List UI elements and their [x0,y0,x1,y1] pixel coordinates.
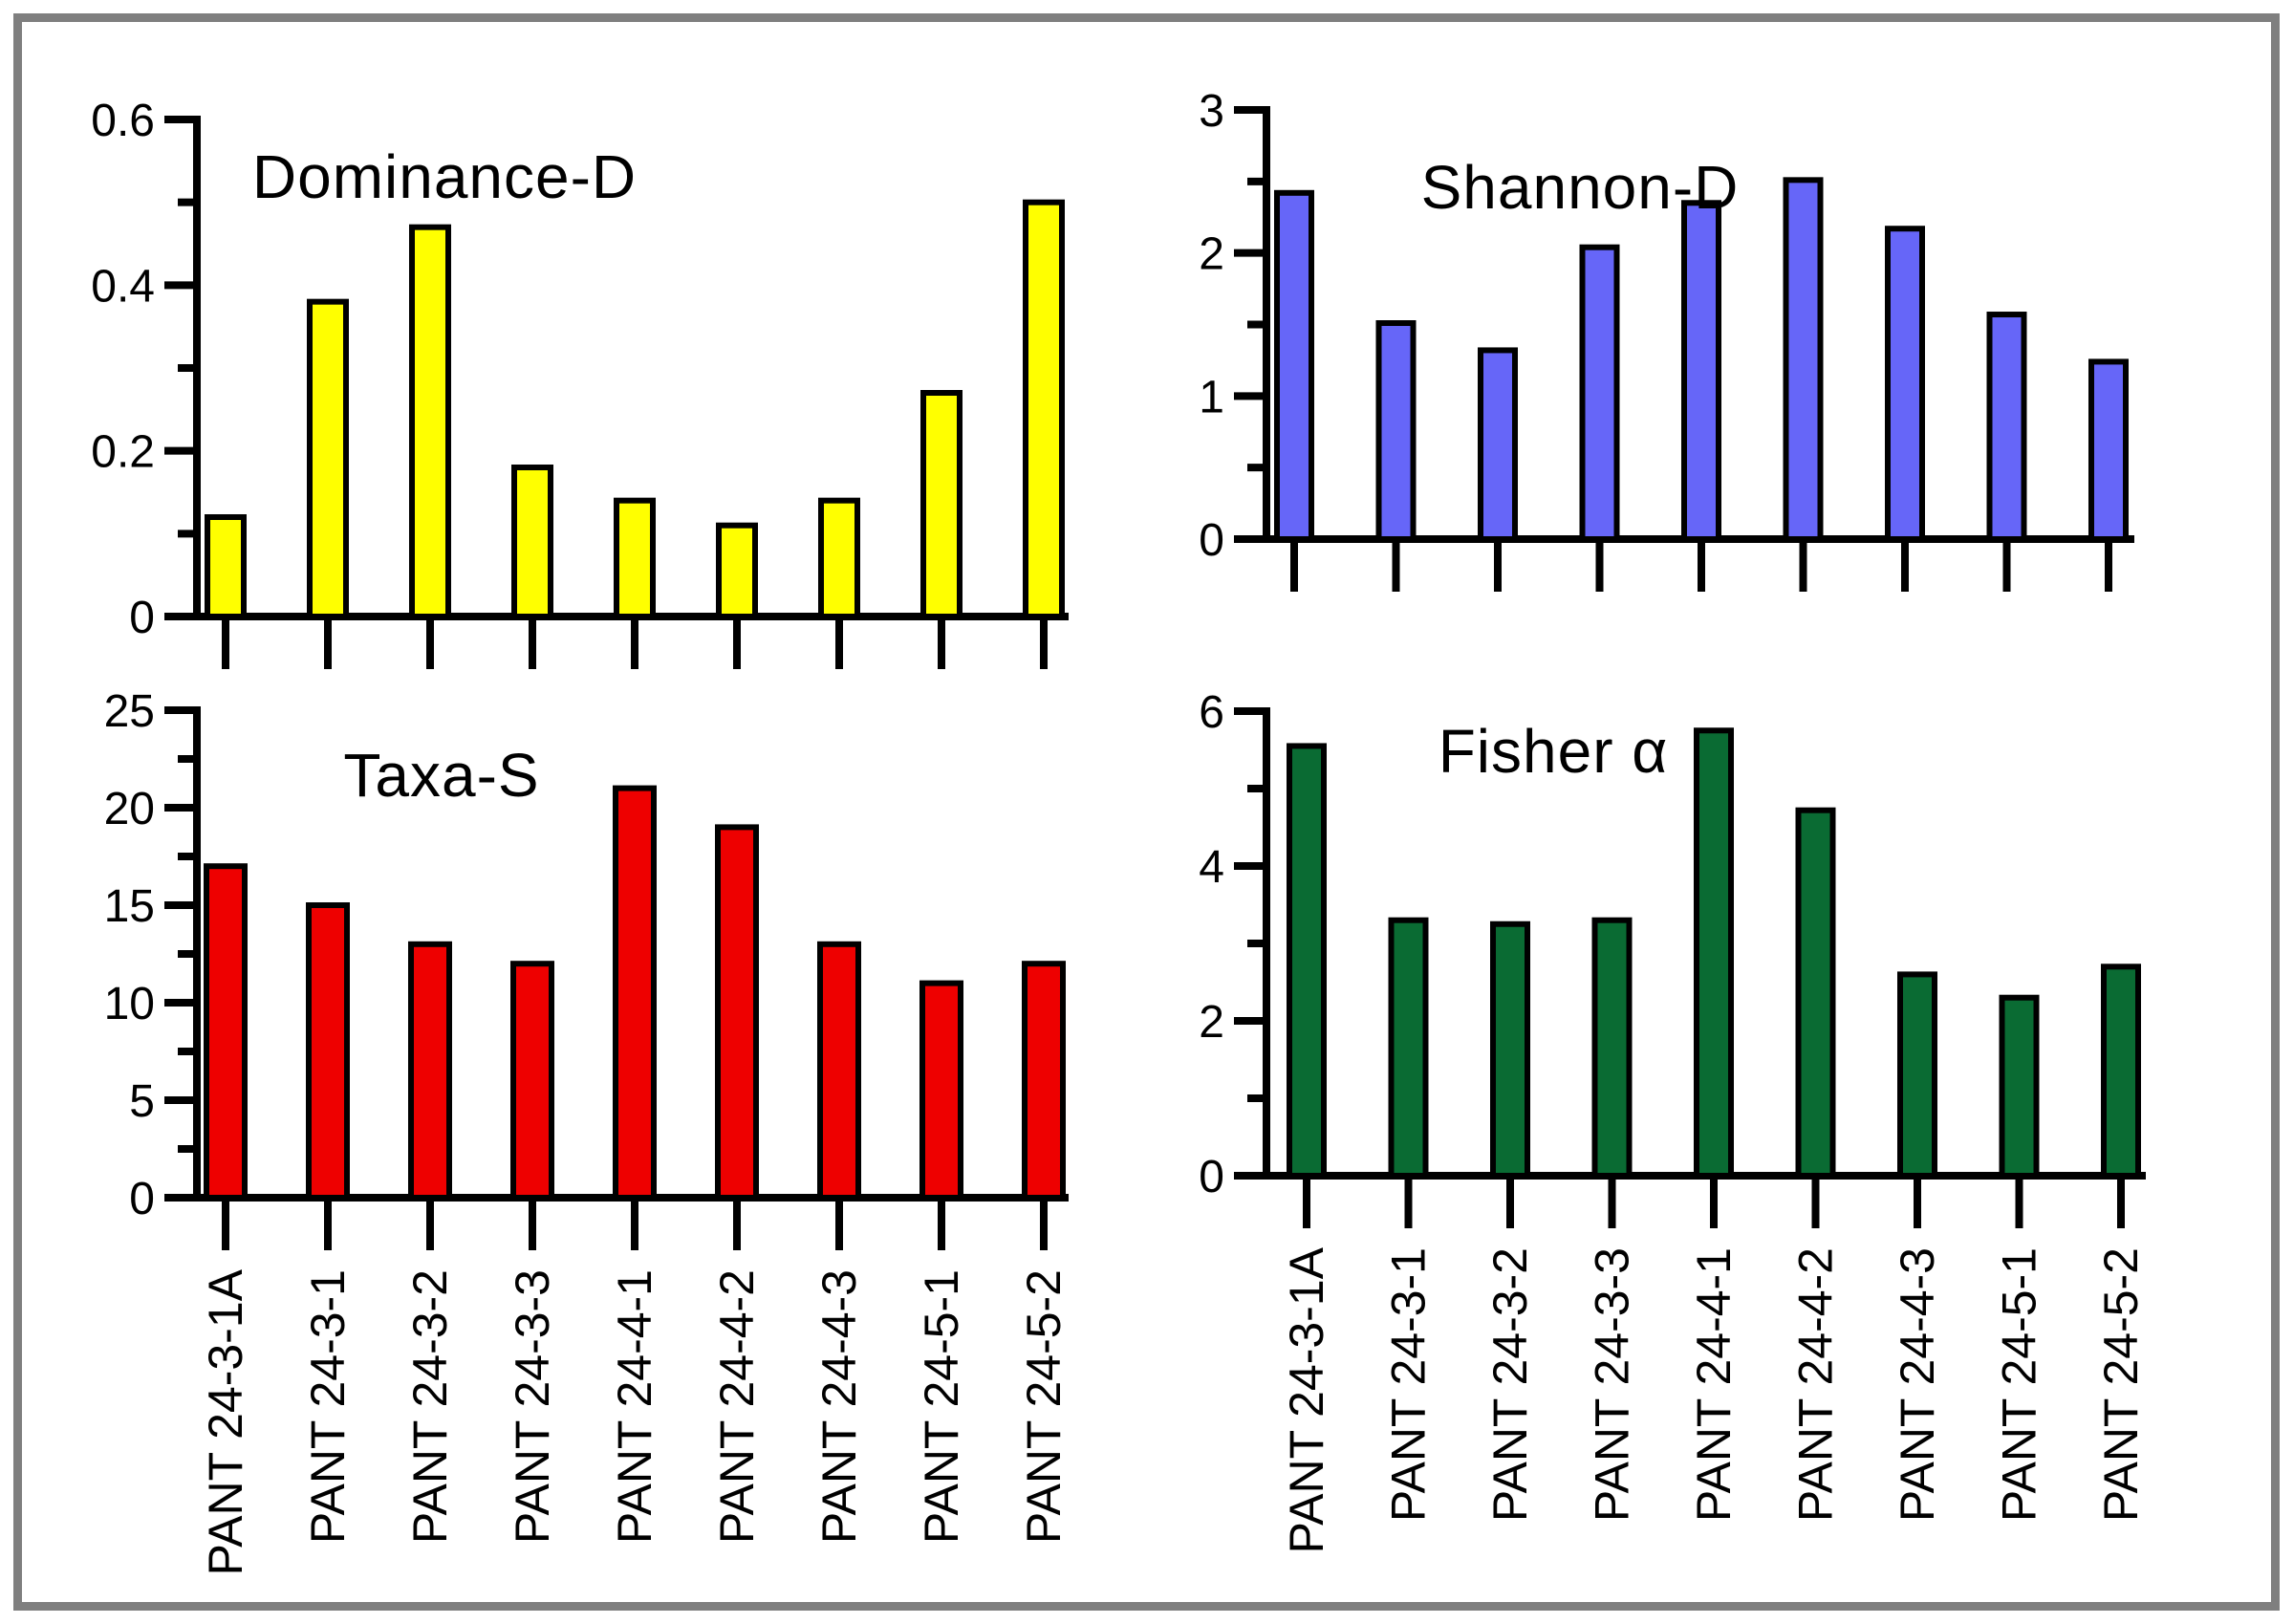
chart-title-taxa-s: Taxa-S [343,741,540,810]
y-tick-label: 2 [1199,997,1224,1048]
y-tick-label: 1 [1199,372,1224,422]
bar [817,941,861,1201]
bar [1897,971,1937,1180]
x-category-label: PANT 24-3-3 [1586,1247,1639,1522]
bar [1591,917,1633,1179]
y-tick-label: 0.6 [91,96,155,146]
x-category-label: PANT 24-4-1 [608,1269,661,1544]
bar [614,497,656,620]
x-category-label: PANT 24-5-2 [1017,1269,1071,1544]
y-tick-label: 0 [129,1174,155,1224]
x-category-label: PANT 24-3-3 [506,1269,559,1544]
bar [511,465,553,619]
bar [306,902,350,1201]
bar [919,980,963,1201]
bar [1986,312,2027,543]
y-tick-label: 2 [1199,229,1224,280]
y-tick-label: 0.4 [91,261,155,312]
bar [409,224,451,620]
y-tick-label: 0 [1199,1152,1224,1202]
x-category-label: PANT 24-3-2 [403,1269,457,1544]
bar [1023,199,1065,620]
chart-title-dominance-d: Dominance-D [251,142,638,211]
y-tick-label: 10 [104,979,155,1029]
chart-title-shannon-d: Shannon-D [1420,153,1740,222]
panel-fisher-alpha: 0 2 4 6 PANT 24-3-1A PANT 24-3-1 PANT 24-3-2 PA… [1199,687,2148,1554]
y-tick-label: 25 [104,686,155,737]
x-category-label: PANT 24-4-3 [812,1269,866,1544]
bar [1274,189,1314,542]
y-tick-label: 4 [1199,842,1224,893]
bar [818,497,860,620]
bar [1885,226,1925,542]
bar [307,298,349,619]
y-tick-label: 20 [104,784,155,834]
y-tick-label: 0 [129,593,155,643]
bar [1478,347,1518,542]
chart-title-fisher-alpha: Fisher α [1438,717,1669,786]
x-category-label: PANT 24-3-2 [1483,1247,1537,1522]
y-tick-label: 0 [1199,515,1224,566]
x-category-label: PANT 24-4-1 [1687,1247,1741,1522]
y-tick-label: 0.2 [91,427,155,478]
x-category-label: PANT 24-5-1 [915,1269,968,1544]
bar [1022,961,1066,1202]
bar [1375,320,1417,542]
bar [1783,177,1824,542]
bar [1388,917,1429,1179]
bar [1490,920,1530,1179]
bar [1681,200,1721,543]
bar [1287,743,1327,1179]
x-category-label: PANT 24-5-1 [1993,1247,2046,1522]
bar [920,390,963,619]
x-category-label: PANT 24-5-2 [2094,1247,2148,1522]
y-tick-label: 3 [1199,86,1224,137]
bar [715,824,759,1202]
panel-shannon-d: 0 1 2 3 [1199,86,2134,592]
bar [2088,358,2129,542]
x-category-label: PANT 24-3-1A [1280,1246,1333,1553]
x-category-label: PANT 24-3-1 [301,1269,355,1544]
bar [204,863,248,1201]
bar [716,522,758,620]
bar [1795,807,1836,1179]
bar [1694,727,1734,1179]
panel-dominance-d: 0 0.2 0.4 0.6 [91,96,1069,669]
x-category-label: PANT 24-3-1 [1382,1247,1436,1522]
bar [1999,994,2040,1179]
x-category-label: PANT 24-3-1A [199,1268,252,1575]
x-category-label: PANT 24-4-2 [1789,1247,1843,1522]
panel-taxa-s: 0 5 10 15 20 25 PANT 24-3-1A PANT 24-3-1 PANT 24… [104,686,1071,1576]
x-category-label: PANT 24-4-2 [710,1269,764,1544]
y-tick-label: 15 [104,881,155,932]
bar [1579,244,1620,542]
y-tick-label: 5 [129,1076,155,1127]
bar [613,785,657,1201]
bar [408,941,452,1201]
bar [2101,964,2141,1179]
y-tick-label: 6 [1199,687,1224,738]
x-category-label: PANT 24-4-3 [1891,1247,1944,1522]
bar [205,514,247,619]
bar [510,961,554,1202]
